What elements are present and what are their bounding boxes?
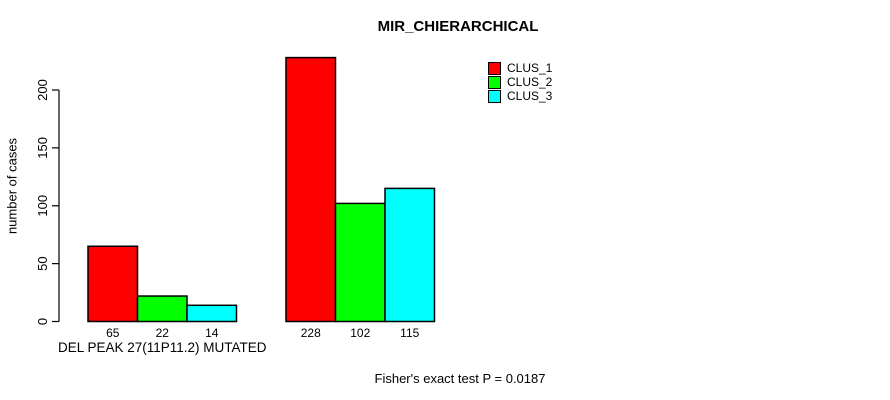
bar-clus_1-group1 bbox=[87, 245, 139, 323]
y-tick-label: 150 bbox=[35, 137, 50, 159]
legend: CLUS_1 CLUS_2 CLUS_3 bbox=[488, 61, 553, 103]
legend-swatch-icon bbox=[488, 75, 501, 89]
footnote-pvalue: Fisher's exact test P = 0.0187 bbox=[374, 371, 546, 386]
y-tick-label: 200 bbox=[35, 79, 50, 101]
bar-clus_3-group2 bbox=[384, 187, 436, 323]
chart-title: MIR_CHIERARCHICAL bbox=[377, 18, 539, 35]
bar-value-label: 14 bbox=[205, 326, 219, 340]
legend-swatch-icon bbox=[488, 89, 501, 103]
legend-label: CLUS_2 bbox=[507, 75, 553, 89]
legend-swatch-icon bbox=[488, 61, 501, 75]
legend-label: CLUS_1 bbox=[507, 61, 553, 75]
bar-value-label: 22 bbox=[156, 326, 170, 340]
bar-clus_2-group1 bbox=[136, 295, 188, 323]
bar-value-label: 228 bbox=[301, 326, 321, 340]
legend-item-clus_1: CLUS_1 bbox=[488, 61, 553, 75]
legend-item-clus_2: CLUS_2 bbox=[488, 75, 553, 89]
bar-value-label: 102 bbox=[350, 326, 370, 340]
bar-clus_1-group2 bbox=[285, 56, 337, 323]
y-tick-label: 0 bbox=[35, 318, 50, 325]
bar-clus_3-group1 bbox=[186, 304, 238, 323]
bar-clus_2-group2 bbox=[334, 202, 386, 323]
legend-label: CLUS_3 bbox=[507, 89, 553, 103]
legend-item-clus_3: CLUS_3 bbox=[488, 89, 553, 103]
group-label: DEL PEAK 27(11P11.2) MUTATED bbox=[58, 340, 267, 355]
bar-value-label: 115 bbox=[400, 326, 419, 340]
y-tick-label: 50 bbox=[35, 256, 50, 270]
bar-value-label: 65 bbox=[106, 326, 120, 340]
y-tick-label: 100 bbox=[35, 195, 50, 217]
